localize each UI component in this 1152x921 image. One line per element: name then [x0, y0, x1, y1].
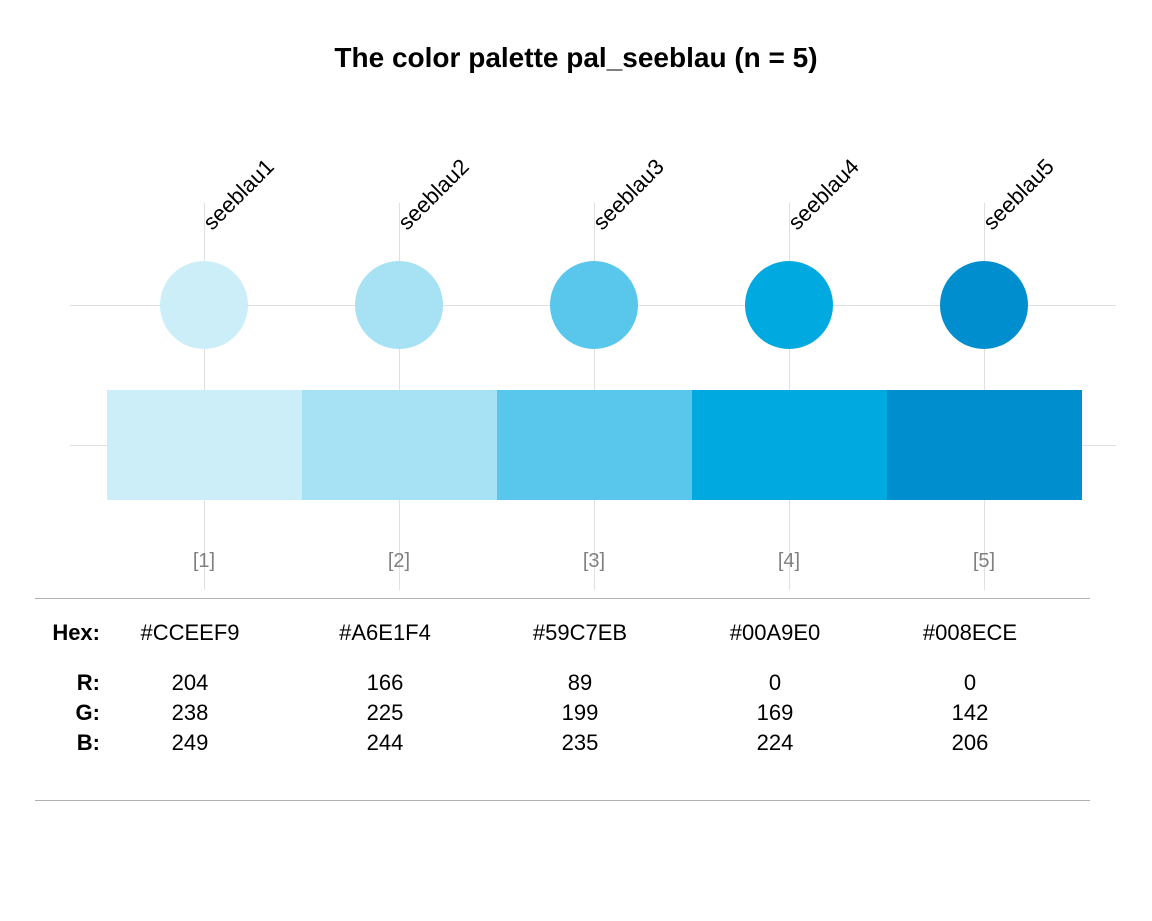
table-row-header: B:: [0, 730, 100, 756]
table-cell: 225: [295, 700, 475, 726]
table-cell: 0: [880, 670, 1060, 696]
table-cell: 166: [295, 670, 475, 696]
table-cell: #CCEEF9: [100, 620, 280, 646]
swatch-name-label: seeblau4: [783, 154, 865, 236]
table-cell: 206: [880, 730, 1060, 756]
table-cell: #008ECE: [880, 620, 1060, 646]
table-cell: #00A9E0: [685, 620, 865, 646]
table-cell: #59C7EB: [490, 620, 670, 646]
color-circle: [940, 261, 1028, 349]
color-band: [887, 390, 1082, 500]
table-cell: 142: [880, 700, 1060, 726]
color-band: [107, 390, 302, 500]
swatch-index-label: [2]: [359, 550, 439, 573]
swatch-index-label: [3]: [554, 550, 634, 573]
palette-infographic: The color palette pal_seeblau (n = 5) see…: [0, 0, 1152, 921]
table-cell: 235: [490, 730, 670, 756]
table-cell: 89: [490, 670, 670, 696]
table-divider: [35, 598, 1090, 599]
color-circle: [160, 261, 248, 349]
color-circle: [355, 261, 443, 349]
table-divider: [35, 800, 1090, 801]
color-circle: [745, 261, 833, 349]
table-cell: 224: [685, 730, 865, 756]
table-row-header: Hex:: [0, 620, 100, 646]
swatch-name-label: seeblau3: [588, 154, 670, 236]
chart-title: The color palette pal_seeblau (n = 5): [0, 42, 1152, 74]
table-cell: 169: [685, 700, 865, 726]
color-circle: [550, 261, 638, 349]
color-band: [302, 390, 497, 500]
table-row-header: R:: [0, 670, 100, 696]
swatch-name-label: seeblau1: [198, 154, 280, 236]
table-cell: 244: [295, 730, 475, 756]
table-cell: 199: [490, 700, 670, 726]
swatch-index-label: [5]: [944, 550, 1024, 573]
table-cell: 204: [100, 670, 280, 696]
swatch-name-label: seeblau2: [393, 154, 475, 236]
table-cell: 249: [100, 730, 280, 756]
swatch-index-label: [4]: [749, 550, 829, 573]
color-band: [692, 390, 887, 500]
table-cell: 238: [100, 700, 280, 726]
table-cell: 0: [685, 670, 865, 696]
table-row-header: G:: [0, 700, 100, 726]
table-cell: #A6E1F4: [295, 620, 475, 646]
swatch-name-label: seeblau5: [978, 154, 1060, 236]
color-band: [497, 390, 692, 500]
swatch-index-label: [1]: [164, 550, 244, 573]
